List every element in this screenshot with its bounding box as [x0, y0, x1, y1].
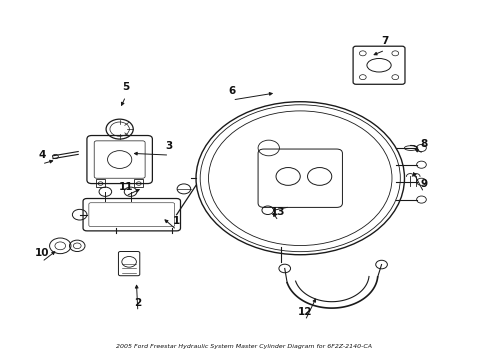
Text: 12: 12 — [297, 307, 312, 317]
Bar — [134, 179, 143, 187]
Text: 5: 5 — [122, 82, 129, 93]
Text: 9: 9 — [420, 179, 427, 189]
Text: 7: 7 — [381, 36, 388, 46]
Text: 2: 2 — [134, 298, 141, 308]
Text: 8: 8 — [419, 139, 427, 149]
Text: 4: 4 — [38, 150, 45, 160]
Text: 11: 11 — [118, 182, 133, 192]
Bar — [96, 179, 104, 187]
Text: 1: 1 — [173, 216, 180, 226]
Text: 3: 3 — [165, 141, 173, 151]
Text: 6: 6 — [228, 86, 236, 96]
Text: 2005 Ford Freestar Hydraulic System Master Cylinder Diagram for 6F2Z-2140-CA: 2005 Ford Freestar Hydraulic System Mast… — [116, 344, 372, 349]
Text: 10: 10 — [35, 248, 49, 258]
Text: 13: 13 — [271, 207, 285, 217]
